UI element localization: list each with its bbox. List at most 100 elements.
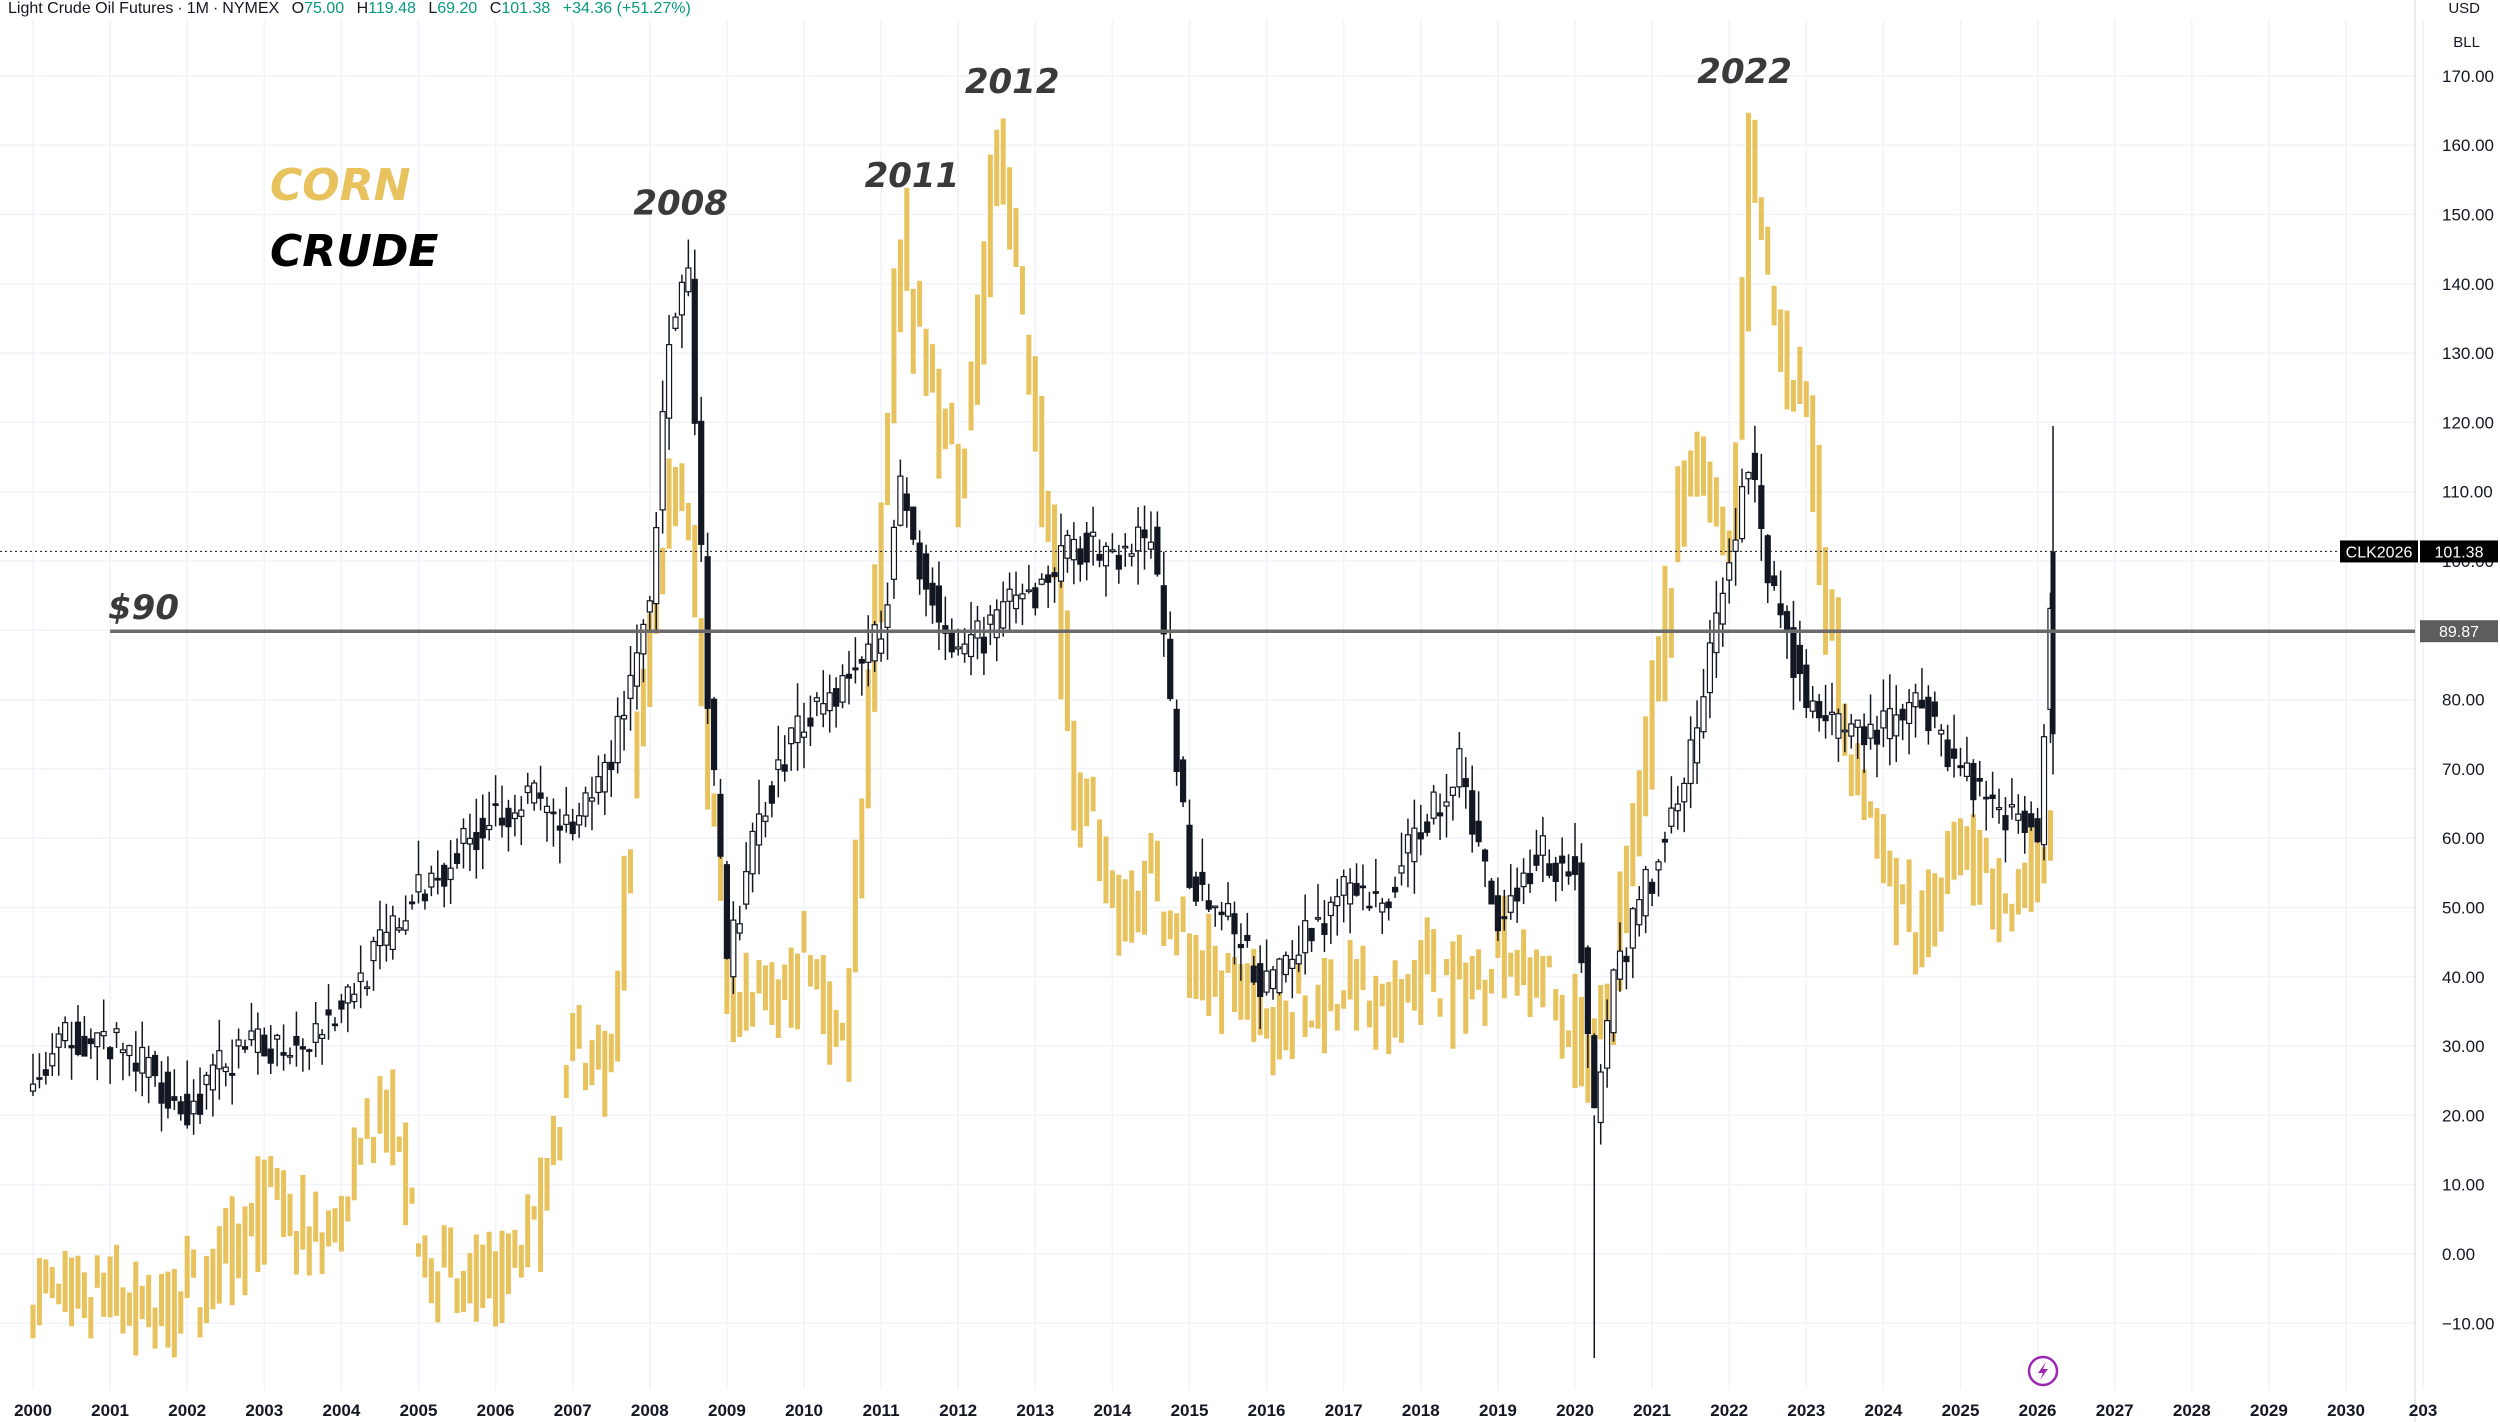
- crude-candle: [1925, 696, 1932, 732]
- crude-candle: [531, 782, 538, 804]
- crude-candle: [1526, 872, 1534, 885]
- crude-candle: [1340, 876, 1347, 896]
- crude-candle: [717, 793, 724, 857]
- exchange: NYMEX: [222, 0, 280, 17]
- crude-candle: [1693, 727, 1701, 764]
- crude-candle: [1912, 692, 1919, 708]
- open-value: 75.00: [304, 0, 345, 17]
- last-price-tag-bg: [2420, 540, 2498, 563]
- crude-candle: [222, 1066, 229, 1073]
- crude-candle: [248, 1030, 255, 1041]
- crude-candle: [576, 815, 583, 826]
- crude-candle: [1963, 762, 1971, 778]
- crude-candle: [1179, 759, 1187, 803]
- x-axis[interactable]: 2000 2001 2002 2003 2004 2005 2006 2007 2008 2009…: [14, 1401, 2437, 1420]
- y-tick-label: 50.00: [2442, 899, 2485, 918]
- y-tick-label: −10.00: [2442, 1314, 2494, 1333]
- crude-candle: [1976, 777, 1983, 782]
- crude-candle: [62, 1022, 69, 1042]
- crude-candle: [1700, 696, 1707, 733]
- crude-candle: [241, 1046, 249, 1050]
- crude-candle: [293, 1035, 300, 1046]
- crude-candle: [1578, 862, 1585, 964]
- crude-candle: [1989, 794, 1996, 800]
- crude-candle: [1462, 778, 1469, 788]
- crude-candle: [1327, 901, 1334, 917]
- crude-candle: [473, 832, 480, 851]
- crude-candle: [987, 614, 994, 625]
- currency-label[interactable]: USD: [2448, 0, 2480, 17]
- crude-candle: [254, 1028, 261, 1053]
- crude-candle: [1199, 871, 1206, 885]
- crude-candle: [1893, 714, 1900, 737]
- x-tick-label: 2004: [322, 1401, 360, 1420]
- x-tick-label: 2011: [863, 1401, 900, 1420]
- crude-candle: [132, 1062, 139, 1072]
- crude-candle: [1552, 862, 1559, 882]
- crude-candle: [730, 919, 737, 978]
- x-tick-label: 2017: [1325, 1401, 1363, 1420]
- crude-candle: [1115, 554, 1122, 570]
- crude-candle: [537, 792, 544, 799]
- low-label: L: [428, 0, 438, 17]
- x-tick-label: 2014: [1093, 1401, 1131, 1420]
- lightning-icon[interactable]: [2027, 1355, 2059, 1387]
- x-tick-label: 2015: [1171, 1401, 1209, 1420]
- x-tick-label: 2024: [1864, 1401, 1902, 1420]
- x-tick-label: 2013: [1016, 1401, 1054, 1420]
- crude-candle: [1353, 882, 1360, 896]
- crude-candle: [1995, 807, 2003, 811]
- crude-candle: [640, 623, 647, 655]
- crude-candle: [710, 698, 718, 771]
- crude-candle: [325, 1009, 332, 1016]
- y-axis[interactable]: 170.00 160.00 150.00 140.00 130.00 120.00 110.…: [2442, 67, 2494, 1333]
- crude-candle: [113, 1028, 120, 1034]
- crude-candle: [486, 824, 493, 831]
- crude-candle: [196, 1093, 204, 1115]
- crude-candle: [1109, 549, 1116, 553]
- crude-candle: [299, 1046, 306, 1050]
- interval[interactable]: 1M: [186, 0, 209, 17]
- crude-candle: [1141, 529, 1148, 539]
- crude-candle: [1873, 729, 1881, 745]
- crude-candle: [319, 1034, 326, 1039]
- crude-candle: [261, 1034, 268, 1057]
- crude-candle: [1398, 865, 1405, 874]
- crude-candle: [569, 821, 576, 835]
- crude-candle: [916, 542, 923, 580]
- crude-candle: [1250, 965, 1257, 983]
- crude-candle: [1661, 838, 1669, 843]
- crude-candle: [595, 776, 602, 794]
- crude-candle: [184, 1093, 191, 1126]
- crude-candle: [2021, 810, 2028, 833]
- unit-label[interactable]: BLL: [2453, 34, 2480, 51]
- crude-candle: [229, 1072, 236, 1076]
- crude-candle: [434, 877, 441, 881]
- legend-corn: CORN: [270, 160, 410, 211]
- crude-candle: [1269, 969, 1277, 990]
- crude-candle: [839, 675, 846, 703]
- crude-candle: [1488, 880, 1495, 905]
- crude-candle: [1391, 886, 1399, 893]
- y-tick-label: 60.00: [2442, 829, 2485, 848]
- crude-candle: [678, 281, 686, 316]
- crude-series: [29, 239, 2056, 1358]
- crude-candle: [633, 652, 641, 687]
- crude-candle: [1173, 708, 1180, 773]
- crude-candle: [36, 1077, 43, 1080]
- symbol-name[interactable]: Light Crude Oil Futures: [8, 0, 174, 17]
- x-tick-label: 2029: [2250, 1401, 2288, 1420]
- crude-candle: [1604, 1020, 1611, 1069]
- crude-candle: [1096, 553, 1103, 561]
- crude-candle: [479, 817, 486, 839]
- open-label: O: [291, 0, 305, 17]
- x-tick-label: 2025: [1942, 1401, 1980, 1420]
- x-tick-label: 2026: [2019, 1401, 2057, 1420]
- crude-candle: [659, 411, 666, 511]
- crude-candle: [1777, 603, 1784, 616]
- crude-candle: [826, 692, 833, 712]
- crude-candle: [1629, 908, 1636, 949]
- crude-candle: [524, 785, 531, 794]
- crude-candle: [190, 1100, 197, 1115]
